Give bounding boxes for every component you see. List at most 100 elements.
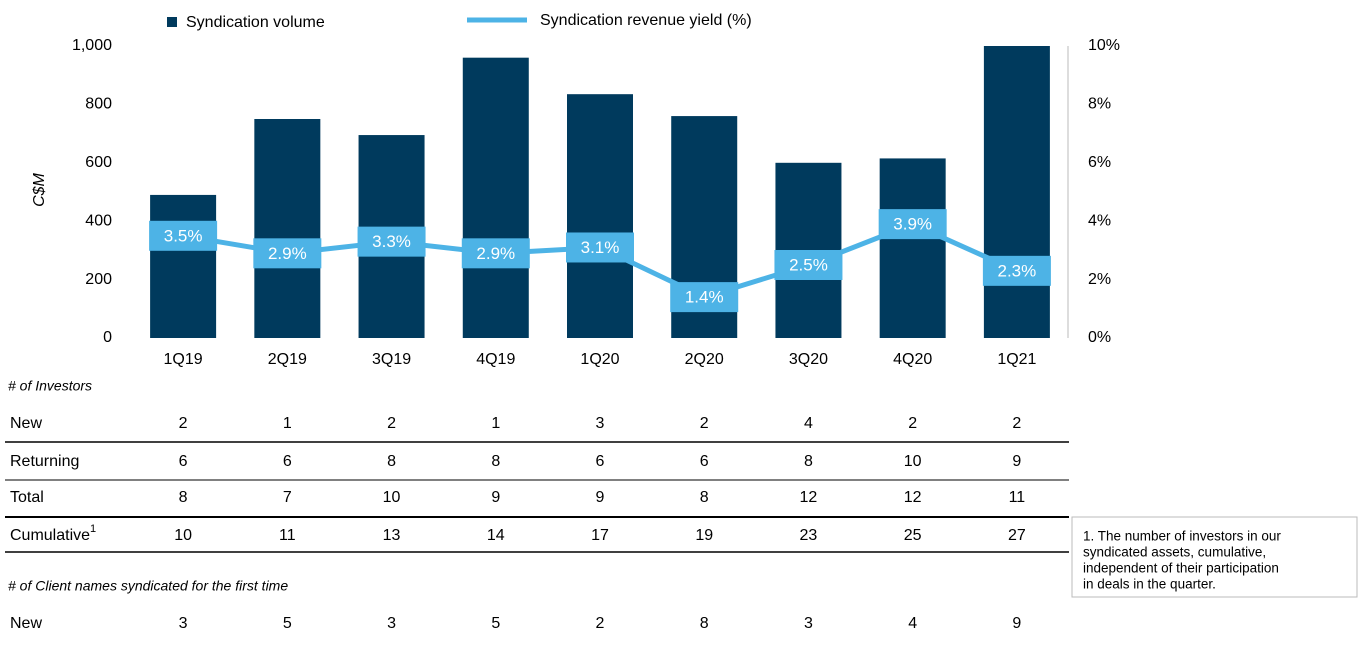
cell: 8 [179, 489, 188, 506]
cell: 9 [1012, 615, 1021, 632]
x-tick-label: 2Q19 [268, 351, 307, 368]
cell: 12 [904, 489, 922, 506]
cell: 19 [695, 527, 713, 544]
y-axis-label: C$M [31, 172, 48, 206]
cell: 4 [908, 615, 917, 632]
cell: 6 [179, 453, 188, 470]
x-tick-label: 3Q20 [789, 351, 828, 368]
cell: 8 [491, 453, 500, 470]
cell: 3 [596, 415, 605, 432]
data-label: 3.5% [164, 226, 203, 245]
cell: 2 [908, 415, 917, 432]
legend-label: Syndication volume [186, 14, 325, 31]
cell: 2 [596, 615, 605, 632]
cell: 8 [700, 489, 709, 506]
section-title: # of Client names syndicated for the fir… [8, 578, 288, 594]
x-tick-label: 3Q19 [372, 351, 411, 368]
footnote-line: syndicated assets, cumulative, [1083, 545, 1266, 560]
data-label: 1.4% [685, 288, 724, 307]
data-label-box [878, 209, 947, 240]
cell: 23 [800, 527, 818, 544]
bar [254, 119, 321, 338]
row-label: Returning [10, 453, 79, 470]
cell: 2 [387, 415, 396, 432]
y-tick-label: 400 [85, 212, 112, 229]
cell: 2 [179, 415, 188, 432]
cell: 7 [283, 489, 292, 506]
cell: 1 [491, 415, 500, 432]
data-label-box [461, 238, 530, 269]
footnote-line: 1. The number of investors in our [1083, 529, 1281, 544]
cell: 6 [700, 453, 709, 470]
row-label: New [10, 615, 42, 632]
footnote-line: in deals in the quarter. [1083, 577, 1216, 592]
row-label: Total [10, 489, 44, 506]
cell: 11 [1009, 489, 1026, 506]
cell: 13 [383, 527, 401, 544]
y2-tick-label: 4% [1088, 212, 1111, 229]
data-label: 2.9% [268, 244, 307, 263]
cell: 5 [491, 615, 500, 632]
bar [879, 158, 946, 338]
data-label-box [149, 220, 218, 251]
footnote-box [1071, 516, 1358, 598]
cell: 9 [491, 489, 500, 506]
cell: 14 [487, 527, 505, 544]
data-label: 3.3% [372, 232, 411, 251]
cell: 9 [1012, 453, 1021, 470]
cell: 2 [1012, 415, 1021, 432]
cell: 25 [904, 527, 922, 544]
cell: 11 [279, 527, 296, 544]
y2-tick-label: 10% [1088, 37, 1120, 54]
cell: 4 [804, 415, 813, 432]
data-label-box [357, 226, 426, 257]
y2-tick-label: 8% [1088, 96, 1111, 113]
x-tick-label: 1Q20 [580, 351, 619, 368]
footnote-line: independent of their participation [1083, 561, 1279, 576]
data-label-box [566, 232, 634, 263]
cell: 9 [596, 489, 605, 506]
cell: 6 [596, 453, 605, 470]
x-tick-label: 1Q21 [997, 351, 1036, 368]
data-label: 2.3% [998, 261, 1037, 280]
y-tick-label: 200 [85, 271, 112, 288]
cell: 2 [700, 415, 709, 432]
y-tick-label: 0 [103, 329, 112, 346]
section-title: # of Investors [8, 378, 92, 394]
bar [150, 194, 217, 338]
data-label: 3.1% [581, 238, 620, 257]
row-label: New [10, 415, 42, 432]
cell: 8 [804, 453, 813, 470]
y2-tick-label: 2% [1088, 271, 1111, 288]
data-label-box [982, 255, 1051, 286]
cell: 1 [283, 415, 292, 432]
cell: 27 [1008, 527, 1026, 544]
bar [462, 57, 529, 339]
data-label-box [670, 282, 739, 313]
cell: 17 [591, 527, 609, 544]
y2-tick-label: 6% [1088, 154, 1111, 171]
x-tick-label: 4Q20 [893, 351, 932, 368]
cell: 10 [904, 453, 922, 470]
cell: 5 [283, 615, 292, 632]
row-label: Cumulative1 [10, 523, 96, 544]
data-label: 2.5% [789, 255, 828, 274]
y-tick-label: 800 [85, 96, 112, 113]
x-tick-label: 2Q20 [685, 351, 724, 368]
y-tick-label: 600 [85, 154, 112, 171]
cell: 12 [800, 489, 818, 506]
cell: 6 [283, 453, 292, 470]
legend-swatch [167, 17, 177, 27]
bar [983, 46, 1050, 338]
cell: 3 [387, 615, 396, 632]
y2-tick-label: 0% [1088, 329, 1111, 346]
bar [567, 94, 633, 339]
y-tick-label: 1,000 [72, 37, 112, 54]
footnote-marker: 1 [90, 523, 96, 535]
data-label: 3.9% [893, 215, 932, 234]
cell: 3 [179, 615, 188, 632]
x-tick-label: 4Q19 [476, 351, 515, 368]
data-label: 2.9% [476, 244, 515, 263]
